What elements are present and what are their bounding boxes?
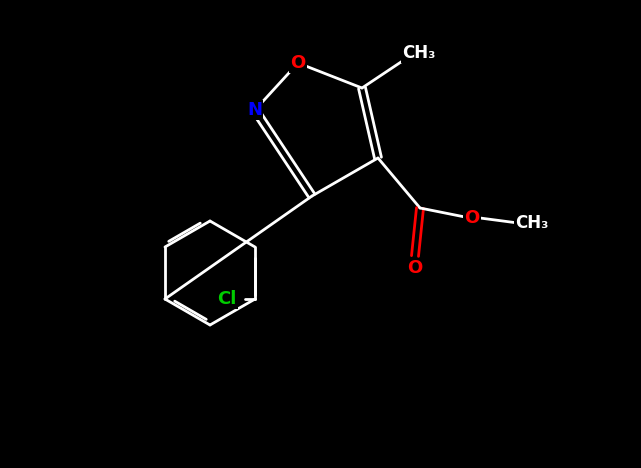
Text: CH₃: CH₃: [403, 44, 436, 62]
Text: O: O: [408, 259, 422, 277]
Text: N: N: [247, 101, 263, 119]
Text: CH₃: CH₃: [515, 214, 549, 232]
Text: Cl: Cl: [217, 290, 237, 308]
Text: O: O: [290, 54, 306, 72]
Text: O: O: [464, 209, 479, 227]
